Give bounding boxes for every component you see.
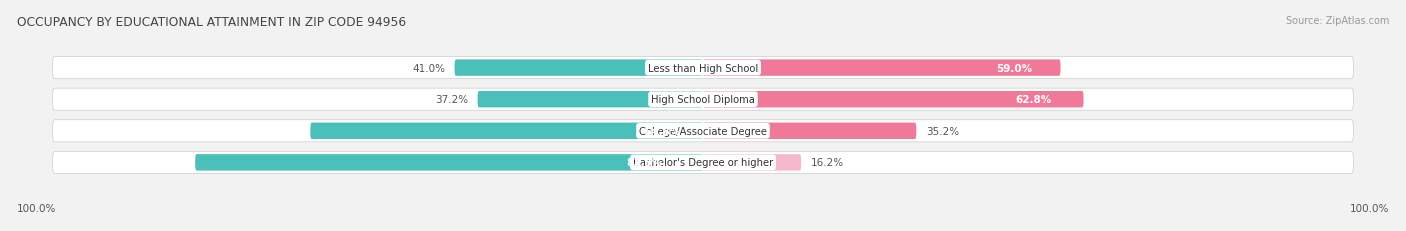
FancyBboxPatch shape [703, 92, 1084, 108]
Text: OCCUPANCY BY EDUCATIONAL ATTAINMENT IN ZIP CODE 94956: OCCUPANCY BY EDUCATIONAL ATTAINMENT IN Z… [17, 16, 406, 29]
FancyBboxPatch shape [703, 60, 1060, 76]
FancyBboxPatch shape [52, 57, 1354, 79]
Text: 100.0%: 100.0% [1350, 203, 1389, 213]
Text: 64.8%: 64.8% [644, 126, 681, 136]
Text: 83.8%: 83.8% [627, 158, 664, 168]
FancyBboxPatch shape [454, 60, 703, 76]
FancyBboxPatch shape [52, 120, 1354, 142]
Text: High School Diploma: High School Diploma [651, 95, 755, 105]
Text: 41.0%: 41.0% [412, 63, 444, 73]
FancyBboxPatch shape [52, 89, 1354, 111]
Text: 37.2%: 37.2% [434, 95, 468, 105]
Text: Source: ZipAtlas.com: Source: ZipAtlas.com [1285, 16, 1389, 26]
Text: 16.2%: 16.2% [811, 158, 844, 168]
FancyBboxPatch shape [478, 92, 703, 108]
FancyBboxPatch shape [52, 152, 1354, 174]
Text: College/Associate Degree: College/Associate Degree [638, 126, 768, 136]
FancyBboxPatch shape [311, 123, 703, 139]
Text: Less than High School: Less than High School [648, 63, 758, 73]
Text: 62.8%: 62.8% [1015, 95, 1052, 105]
Legend: Owner-occupied, Renter-occupied: Owner-occupied, Renter-occupied [595, 227, 811, 231]
FancyBboxPatch shape [703, 155, 801, 171]
FancyBboxPatch shape [703, 123, 917, 139]
Text: 59.0%: 59.0% [997, 63, 1032, 73]
Text: 35.2%: 35.2% [927, 126, 959, 136]
FancyBboxPatch shape [195, 155, 703, 171]
Text: Bachelor's Degree or higher: Bachelor's Degree or higher [633, 158, 773, 168]
Text: 100.0%: 100.0% [17, 203, 56, 213]
